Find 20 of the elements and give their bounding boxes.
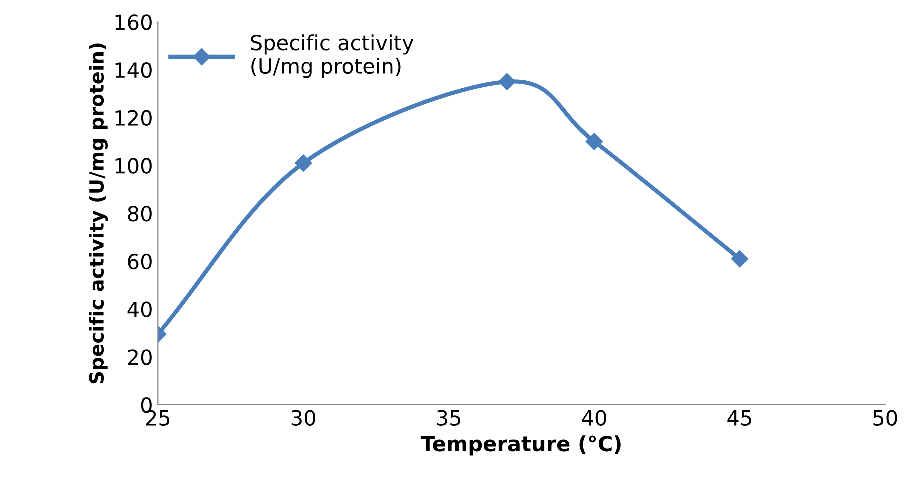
y-tick-label: 60 bbox=[128, 254, 152, 270]
x-axis-title: Temperature (°C) bbox=[420, 436, 621, 456]
point bbox=[586, 133, 604, 150]
point bbox=[731, 250, 748, 268]
point bbox=[498, 73, 516, 90]
x-tick-label: 40 bbox=[582, 410, 606, 426]
y-tick-label: 80 bbox=[128, 206, 152, 222]
x-tick-label: 30 bbox=[292, 410, 316, 426]
y-tick-label: 40 bbox=[128, 302, 152, 318]
point bbox=[295, 154, 312, 172]
y-tick-label: 100 bbox=[116, 158, 152, 174]
y-axis-title: Specific activity (U/mg protein) bbox=[89, 44, 108, 384]
legend-label: Specific activity (U/mg protein) bbox=[251, 34, 414, 78]
x-tick-label: 35 bbox=[437, 410, 460, 426]
x-tick-label: 50 bbox=[874, 410, 898, 426]
y-tick-label: 160 bbox=[116, 14, 152, 30]
y-tick-label: 20 bbox=[128, 350, 152, 366]
x-tick-label: 45 bbox=[728, 410, 752, 426]
y-tick-label: 140 bbox=[116, 62, 152, 78]
y-tick-label: 120 bbox=[116, 110, 152, 126]
